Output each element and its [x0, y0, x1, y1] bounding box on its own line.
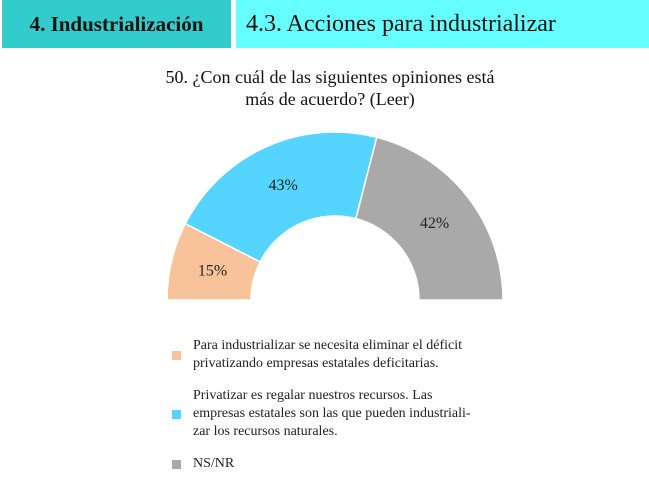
legend-label: NS/NR	[193, 456, 235, 471]
data-label: 42%	[420, 215, 449, 232]
subsection-title: 4.3. Acciones para industrializar	[246, 10, 556, 37]
legend-item: Para industrializar se necesita eliminar…	[172, 337, 512, 373]
legend-swatch-icon	[172, 350, 181, 360]
slice-empresas-estatales	[184, 131, 378, 263]
legend-label: Privatizar es regalar nuestros recursos.…	[193, 388, 471, 439]
slice-ns-nr	[354, 136, 504, 301]
slice-privatizar-deficit	[166, 222, 262, 301]
chart-title-line-1: 50. ¿Con cuál de las siguientes opinione…	[165, 67, 495, 87]
chart-legend: Para industrializar se necesita eliminar…	[172, 337, 512, 473]
legend-item: Privatizar es regalar nuestros recursos.…	[172, 387, 512, 441]
legend-swatch-icon	[172, 409, 181, 419]
legend-label: Para industrializar se necesita eliminar…	[193, 338, 462, 371]
legend-swatch-icon	[172, 459, 181, 469]
subsection-header: 4.3. Acciones para industrializar	[236, 0, 649, 48]
section-header: 4. Industrialización	[2, 0, 231, 48]
data-label: 15%	[198, 263, 227, 280]
section-title: 4. Industrialización	[29, 11, 204, 36]
chart-title: 50. ¿Con cuál de las siguientes opinione…	[140, 66, 520, 110]
data-label: 43%	[268, 177, 297, 194]
legend-item: NS/NR	[172, 455, 512, 473]
chart-title-line-2: más de acuerdo? (Leer)	[245, 89, 415, 109]
